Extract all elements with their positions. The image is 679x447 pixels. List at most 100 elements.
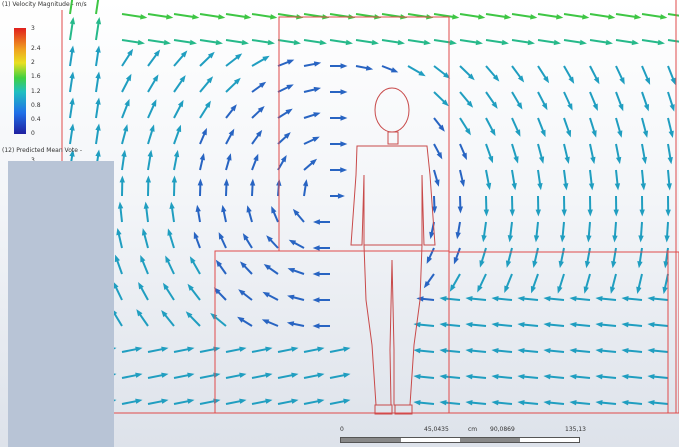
velocity-arrow-head: [197, 178, 204, 186]
legend-tick: 2: [31, 59, 35, 66]
velocity-arrow-head: [608, 14, 616, 20]
velocity-arrow: [511, 39, 532, 44]
velocity-arrow-head: [161, 398, 169, 404]
velocity-arrow-head: [540, 129, 546, 138]
velocity-arrow-head: [423, 39, 431, 46]
velocity-arrow-head: [553, 39, 561, 46]
velocity-arrow-head: [230, 104, 237, 112]
velocity-arrow-head: [466, 100, 474, 108]
velocity-arrow-head: [69, 97, 75, 105]
velocity-arrow: [667, 39, 679, 43]
velocity-arrow: [173, 13, 196, 19]
velocity-arrow: [251, 39, 272, 44]
velocity-arrow-head: [535, 209, 541, 217]
velocity-arrow-head: [340, 89, 348, 95]
velocity-arrow-head: [135, 398, 143, 404]
velocity-arrow: [147, 13, 170, 19]
velocity-arrow-head: [465, 373, 473, 380]
velocity-arrow-head: [337, 193, 345, 199]
velocity-arrow-head: [530, 285, 536, 294]
velocity-arrow-head: [509, 209, 515, 217]
velocity-arrow-head: [669, 104, 675, 112]
velocity-arrow-head: [176, 124, 182, 133]
scale-label: 0: [340, 426, 344, 433]
velocity-arrow-head: [543, 75, 550, 84]
velocity-arrow-head: [117, 201, 124, 209]
velocity-arrow-head: [249, 178, 256, 186]
pmv-legend-tick: 3: [31, 157, 35, 164]
velocity-arrow-head: [213, 287, 221, 295]
velocity-arrow-head: [135, 372, 143, 378]
velocity-arrow: [433, 13, 456, 19]
velocity-arrow: [641, 13, 664, 19]
velocity-arrow-head: [95, 97, 101, 105]
velocity-arrow-head: [206, 76, 214, 84]
velocity-arrow-head: [280, 154, 287, 163]
velocity-arrow-head: [662, 286, 668, 295]
velocity-arrow: [303, 39, 324, 44]
velocity-arrow: [537, 39, 558, 44]
velocity-arrow-head: [127, 48, 134, 57]
velocity-arrow: [589, 13, 612, 19]
scale-bar: 0 45,0435 cm 90,0869 135,13: [340, 424, 590, 447]
velocity-arrow-head: [95, 123, 101, 131]
velocity-arrow-head: [125, 73, 132, 82]
velocity-arrow-head: [485, 182, 492, 191]
velocity-arrow-head: [221, 204, 227, 213]
velocity-arrow-head: [593, 76, 600, 85]
velocity-arrow-head: [479, 260, 485, 268]
velocity-arrow-head: [151, 99, 157, 107]
velocity-arrow-head: [390, 67, 399, 73]
velocity-arrow-head: [313, 61, 322, 67]
velocity-arrow-head: [340, 63, 348, 69]
mannequin-outline: [350, 87, 436, 415]
velocity-arrow-head: [587, 209, 593, 217]
velocity-arrow-head: [436, 151, 443, 160]
velocity-arrow-head: [413, 373, 421, 380]
velocity-arrow: [147, 39, 168, 44]
velocity-arrow-head: [122, 124, 129, 132]
velocity-arrow-head: [235, 53, 243, 60]
velocity-arrow-head: [647, 295, 655, 302]
velocity-arrow-head: [340, 141, 348, 147]
velocity-arrow-head: [180, 50, 188, 58]
velocity-arrow: [667, 13, 679, 17]
velocity-arrow-head: [138, 282, 144, 290]
velocity-arrow-head: [641, 156, 648, 165]
velocity-arrow: [225, 13, 248, 19]
velocity-arrow: [641, 39, 662, 44]
velocity-arrow-head: [187, 283, 194, 291]
velocity-arrow-head: [543, 295, 551, 302]
velocity-arrow-head: [647, 347, 655, 354]
velocity-arrow-head: [312, 136, 320, 143]
velocity-colorbar: [14, 28, 26, 134]
velocity-arrow-head: [179, 75, 186, 83]
legend-tick: 0: [31, 130, 35, 137]
velocity-arrow-head: [262, 55, 270, 62]
velocity-arrow-head: [238, 289, 246, 296]
velocity-arrow-head: [239, 372, 247, 378]
velocity-arrow-head: [457, 206, 464, 214]
velocity-arrow-head: [317, 346, 325, 352]
velocity-arrow-head: [465, 321, 473, 328]
velocity-arrow-head: [475, 39, 483, 46]
velocity-arrow-head: [161, 346, 169, 352]
velocity-arrow-head: [140, 254, 146, 263]
velocity-arrow-head: [95, 71, 101, 79]
legend-tick: 0.4: [31, 116, 41, 123]
velocity-arrow-head: [69, 45, 75, 53]
velocity-arrow-head: [246, 205, 252, 213]
velocity-arrow-head: [609, 286, 616, 294]
velocity-arrow-head: [147, 149, 153, 158]
velocity-arrow: [459, 13, 482, 19]
velocity-arrow-head: [121, 149, 127, 157]
scale-unit: cm: [468, 426, 478, 433]
velocity-arrow-head: [302, 179, 309, 187]
velocity-arrow-head: [640, 183, 646, 191]
velocity-arrow-head: [563, 183, 569, 191]
velocity-arrow-head: [312, 245, 320, 251]
velocity-arrow-head: [426, 256, 433, 264]
legend-tick: 1.6: [31, 73, 41, 80]
